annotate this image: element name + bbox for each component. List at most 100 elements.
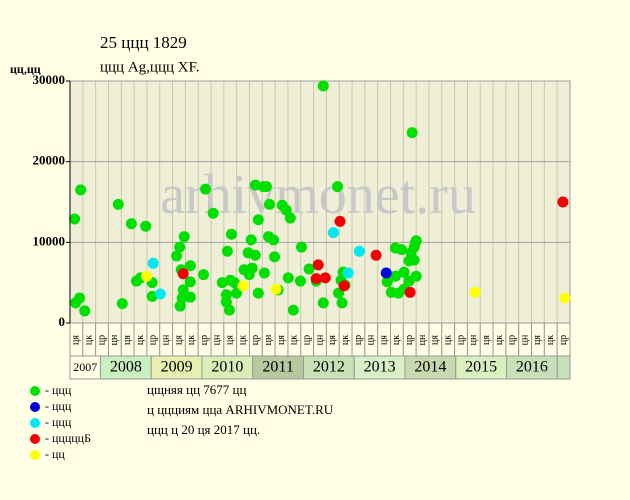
point xyxy=(269,251,281,263)
year-band xyxy=(556,355,571,380)
quarter-label: цр xyxy=(404,335,415,345)
watermark: arhivmonet.ru xyxy=(160,164,476,226)
point xyxy=(230,287,242,299)
point xyxy=(74,292,86,304)
note: ццц ц 20 ця 2017 цц. xyxy=(147,422,260,437)
note: цщняя цц 7677 цц xyxy=(147,382,247,397)
y-tick-label: 0 xyxy=(59,314,66,329)
point xyxy=(249,249,261,261)
legend-label: - цц xyxy=(45,447,65,461)
chart-subtitle: ццц Ag,ццц XF. xyxy=(100,59,199,75)
y-tick-label: 30000 xyxy=(33,72,66,87)
quarter-label: цн xyxy=(366,334,377,345)
point xyxy=(327,227,339,239)
year-label: 2012 xyxy=(313,359,345,376)
legend-label: - ццц xyxy=(45,415,72,429)
point xyxy=(406,127,418,139)
point xyxy=(395,244,407,256)
legend-marker xyxy=(30,450,40,460)
point xyxy=(112,198,124,210)
point xyxy=(221,245,233,257)
quarter-label: цр xyxy=(250,335,261,345)
point xyxy=(140,220,152,232)
point xyxy=(174,300,186,312)
point xyxy=(260,181,272,193)
year-label: 2008 xyxy=(110,359,142,376)
point xyxy=(252,287,264,299)
point xyxy=(338,280,350,292)
point xyxy=(410,270,422,282)
point xyxy=(177,268,189,280)
note: ц ццциям цца ARHIVMONET.RU xyxy=(147,402,334,417)
legend-label: - ццц xyxy=(45,399,72,413)
year-label: 2010 xyxy=(211,359,243,376)
legend-marker xyxy=(30,434,40,444)
year-label: 2014 xyxy=(414,359,446,376)
quarter-label: цр xyxy=(148,335,159,345)
point xyxy=(258,267,270,279)
point xyxy=(404,286,416,298)
point xyxy=(237,280,249,292)
quarter-label: цк xyxy=(545,335,556,345)
point xyxy=(317,297,329,309)
year-label: 2011 xyxy=(262,359,293,376)
quarter-label: цр xyxy=(558,335,569,345)
point xyxy=(334,215,346,227)
point xyxy=(294,275,306,287)
point xyxy=(225,228,237,240)
legend-label: - цццццБ xyxy=(45,431,91,445)
point xyxy=(557,196,569,208)
point xyxy=(245,234,257,246)
point xyxy=(469,286,481,298)
point xyxy=(398,266,410,278)
point xyxy=(177,284,189,296)
quarter-label: цр xyxy=(199,335,210,345)
quarter-label: цр xyxy=(353,335,364,345)
point xyxy=(252,214,264,226)
point xyxy=(243,269,255,281)
quarter-label: цк xyxy=(186,335,197,345)
point xyxy=(319,272,331,284)
point xyxy=(336,297,348,309)
point xyxy=(263,198,275,210)
point xyxy=(223,304,235,316)
point xyxy=(353,245,365,257)
point xyxy=(559,292,571,304)
quarter-label: ця xyxy=(532,335,543,345)
point xyxy=(312,259,324,271)
y-tick-label: 10000 xyxy=(33,233,66,248)
legend-label: - ццц xyxy=(45,383,72,397)
point xyxy=(174,241,186,253)
quarter-label: цр xyxy=(301,335,312,345)
point xyxy=(125,218,137,230)
chart-title: 25 ццц 1829 xyxy=(100,33,187,52)
year-label: 2013 xyxy=(364,359,396,376)
point xyxy=(69,213,81,225)
quarter-label: ця xyxy=(481,335,492,345)
year-label: 2015 xyxy=(465,359,497,376)
legend-marker xyxy=(30,402,40,412)
quarter-label: цк xyxy=(494,335,505,345)
quarter-label: цр xyxy=(507,335,518,345)
point xyxy=(184,260,196,272)
point xyxy=(268,234,280,246)
point xyxy=(116,298,128,310)
point xyxy=(381,276,393,288)
y-axis-label: цц,цц xyxy=(10,62,41,76)
point xyxy=(408,254,420,266)
quarter-label: ця xyxy=(430,335,441,345)
quarter-label: цк xyxy=(340,335,351,345)
point xyxy=(171,250,183,262)
quarter-label: ця xyxy=(71,335,82,345)
quarter-label: цн xyxy=(263,334,274,345)
point xyxy=(184,276,196,288)
point xyxy=(154,288,166,300)
quarter-label: цк xyxy=(84,335,95,345)
point xyxy=(389,270,401,282)
quarter-label: цр xyxy=(96,335,107,345)
point xyxy=(228,277,240,289)
point xyxy=(200,183,212,195)
point xyxy=(370,249,382,261)
quarter-label: цк xyxy=(135,335,146,345)
